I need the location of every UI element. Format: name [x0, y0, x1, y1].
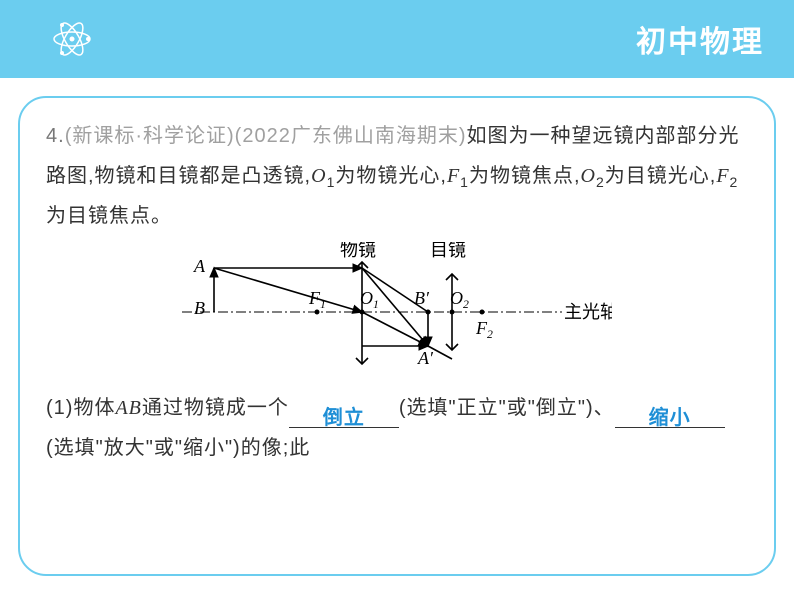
- header-bar: 初中物理: [0, 0, 794, 78]
- answer-2: 缩小: [649, 407, 691, 429]
- svg-text:F2: F2: [475, 318, 493, 341]
- content-box: 4.(新课标·科学论证)(2022广东佛山南海期末)如图为一种望远镜内部部分光路…: [18, 96, 776, 576]
- sq1-ab: AB: [115, 397, 141, 419]
- ray-diagram: 主光轴AB物镜目镜F1O1B′O2F2A′: [46, 242, 748, 382]
- svg-text:A: A: [193, 256, 206, 276]
- svg-text:B: B: [194, 298, 205, 318]
- sym-f1-sub: 1: [460, 174, 469, 190]
- q-text-4: 为目镜光心,: [605, 165, 717, 187]
- svg-text:F1: F1: [308, 288, 326, 311]
- header-title: 初中物理: [636, 17, 764, 61]
- svg-text:O1: O1: [360, 288, 379, 311]
- answer-1: 倒立: [323, 407, 365, 429]
- q-text-5: 为目镜焦点。: [46, 205, 172, 227]
- sym-f2-sub: 2: [730, 174, 739, 190]
- sym-f1: F: [447, 165, 460, 187]
- question-source: (新课标·科学论证)(2022广东佛山南海期末): [65, 125, 467, 147]
- question-line-1: 4.(新课标·科学论证)(2022广东佛山南海期末)如图为一种望远镜内部部分光路…: [46, 116, 748, 236]
- content-wrap: 4.(新课标·科学论证)(2022广东佛山南海期末)如图为一种望远镜内部部分光路…: [0, 78, 794, 576]
- sym-f2: F: [716, 165, 729, 187]
- question-number: 4.: [46, 125, 65, 147]
- blank-2: 缩小: [615, 403, 725, 428]
- sym-o2: O: [581, 165, 596, 187]
- sq1-prefix: (1)物体: [46, 397, 115, 419]
- sym-o2-sub: 2: [596, 174, 605, 190]
- atom-icon: [50, 17, 94, 61]
- blank-1: 倒立: [289, 403, 399, 428]
- sq1-mid3: (选填"放大"或"缩小")的像;此: [46, 437, 310, 459]
- q-text-2: 为物镜光心,: [335, 165, 447, 187]
- subquestion-1: (1)物体AB通过物镜成一个 倒立 (选填"正立"或"倒立")、 缩小 (选填"放大"或…: [46, 388, 748, 468]
- sq1-mid1: 通过物镜成一个: [142, 397, 289, 419]
- svg-text:O2: O2: [450, 288, 469, 311]
- svg-text:目镜: 目镜: [430, 242, 466, 260]
- svg-text:物镜: 物镜: [340, 242, 376, 260]
- sq1-mid2: (选填"正立"或"倒立")、: [399, 397, 615, 419]
- sym-o1: O: [311, 165, 326, 187]
- q-text-3: 为物镜焦点,: [469, 165, 581, 187]
- svg-text:主光轴: 主光轴: [564, 302, 612, 322]
- svg-text:A′: A′: [417, 348, 434, 368]
